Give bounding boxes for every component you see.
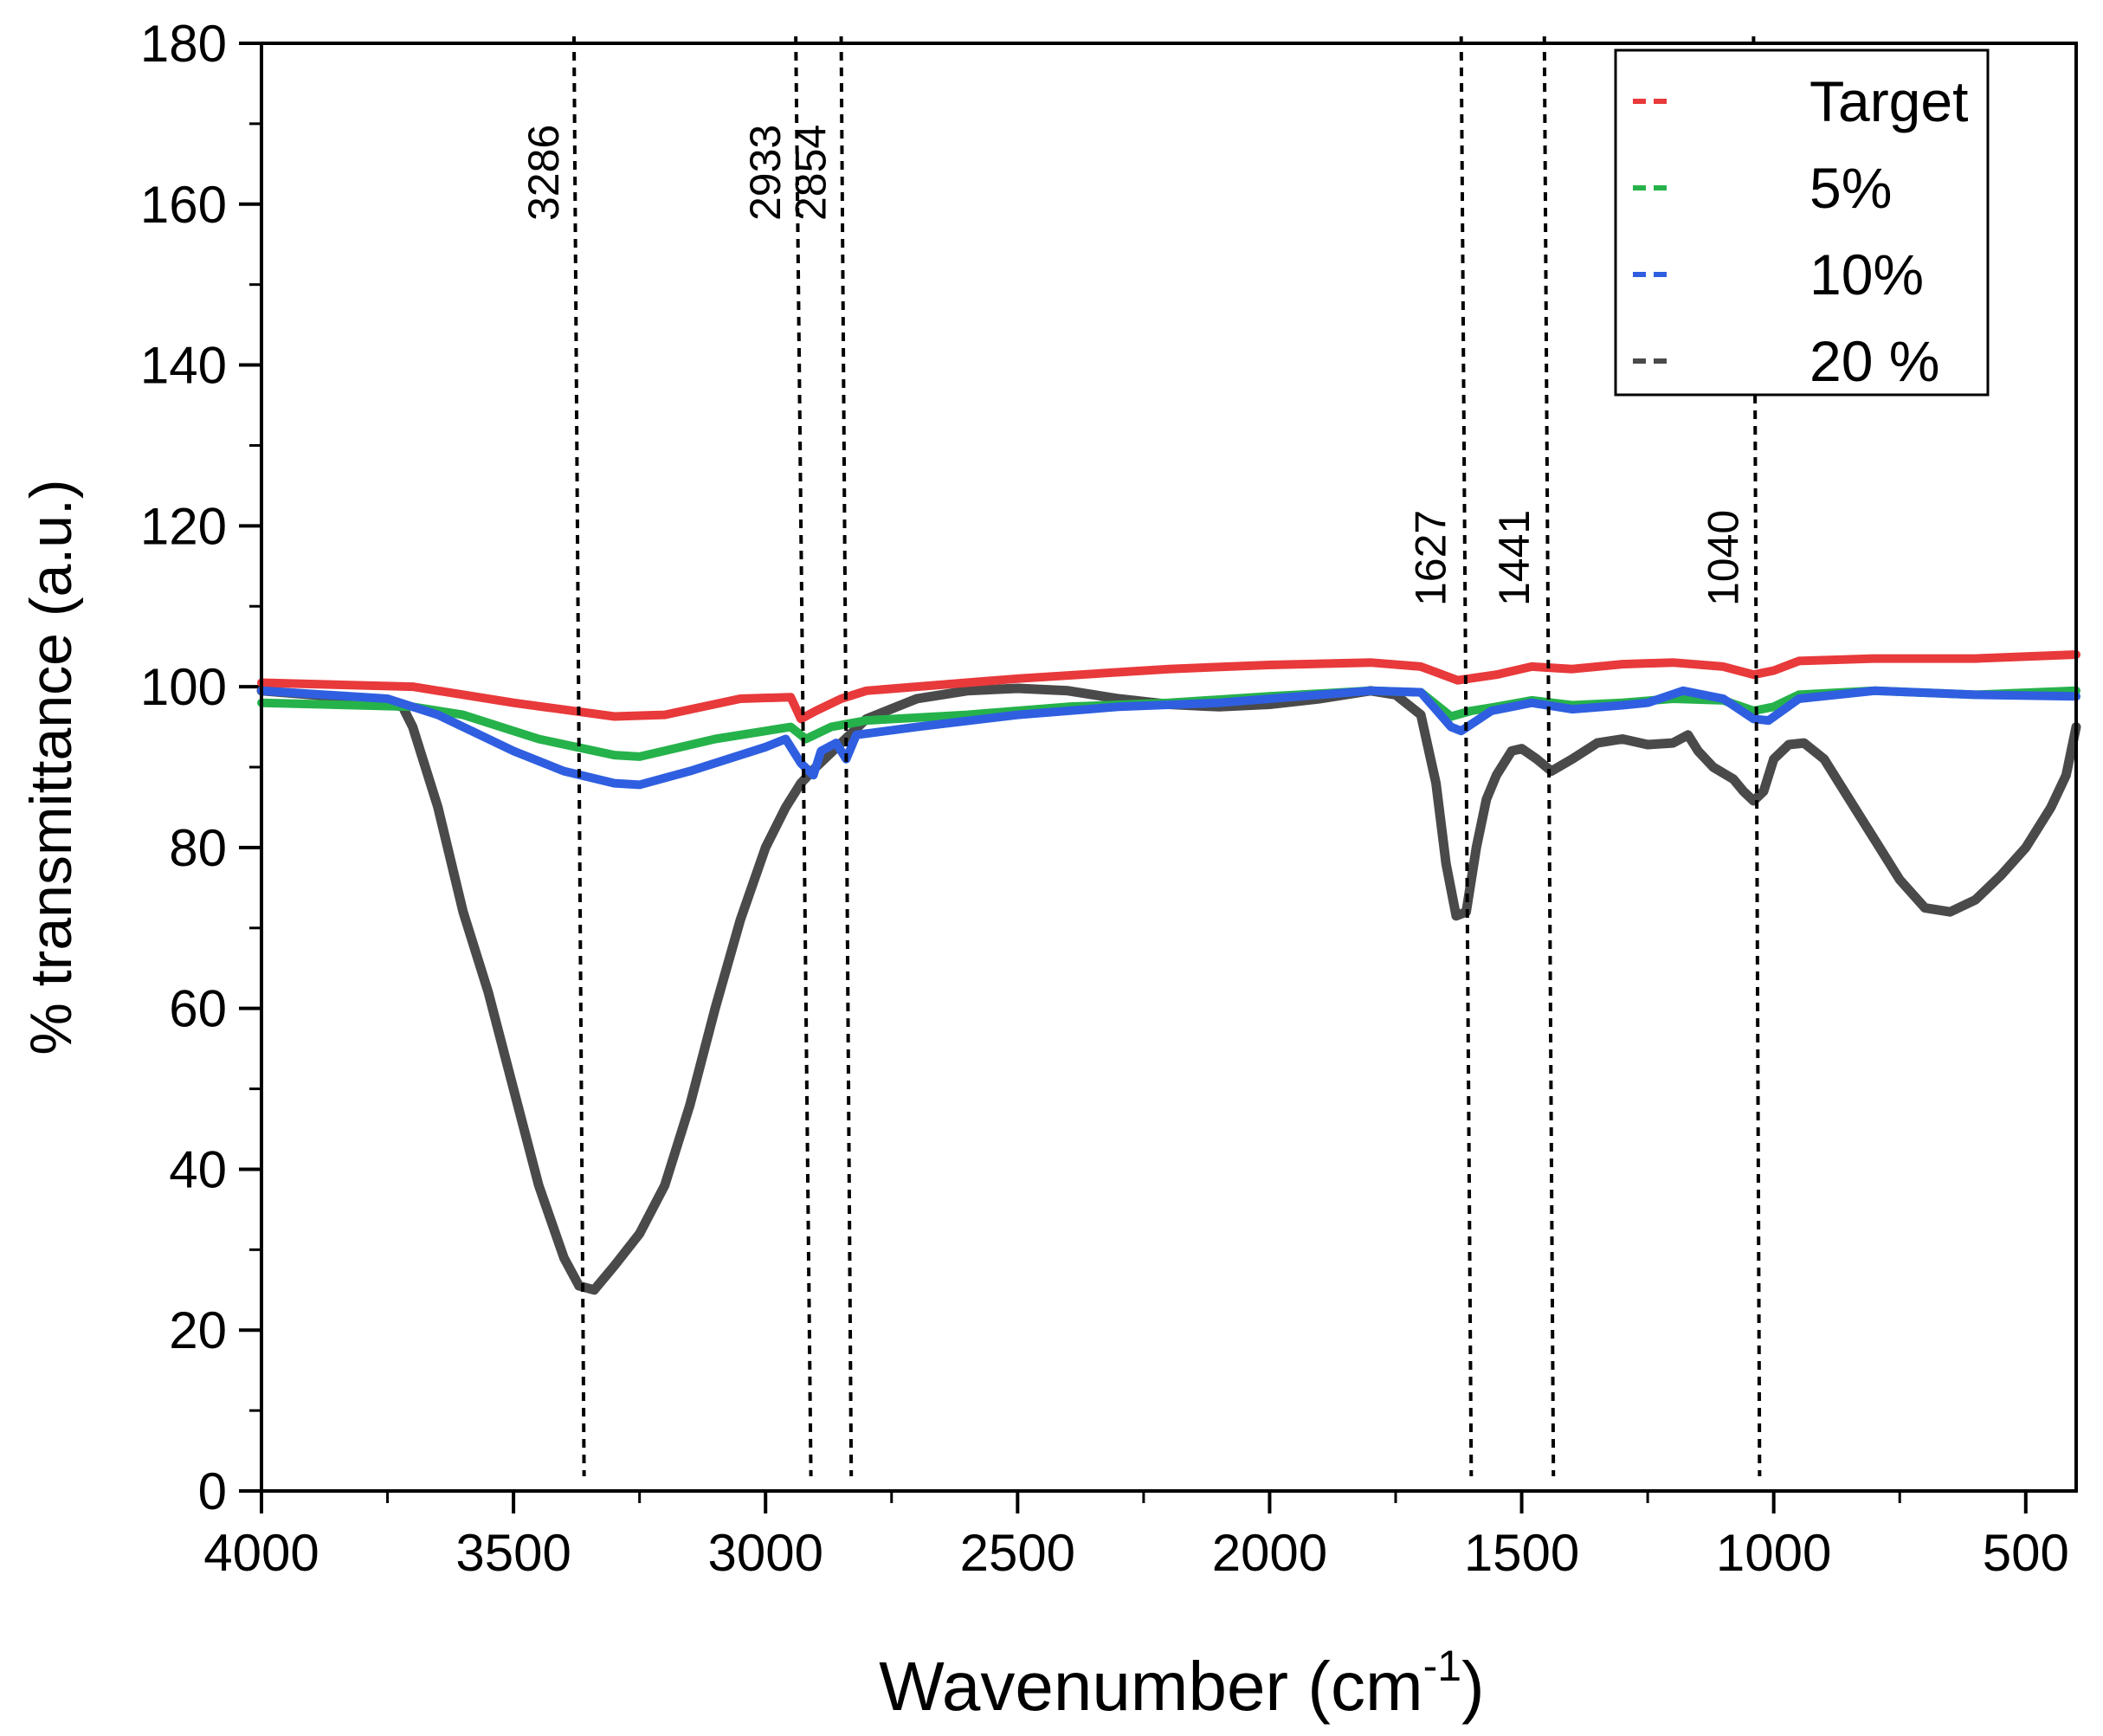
- y-tick-label-80: 80: [169, 819, 227, 877]
- y-tick-label-160: 160: [140, 176, 227, 234]
- x-tick-label-2500: 2500: [960, 1524, 1075, 1582]
- y-tick-label-0: 0: [198, 1462, 227, 1520]
- y-tick-label-180: 180: [140, 15, 227, 73]
- annotation-label-2933: 2933: [741, 125, 790, 221]
- x-axis-label: Wavenumber (cm-1): [879, 1642, 1484, 1725]
- legend-label-3: 20 %: [1809, 329, 1939, 393]
- x-tick-label-4000: 4000: [203, 1524, 319, 1582]
- legend-label-0: Target: [1809, 69, 1968, 133]
- legend: Target 5% 10% 20 %: [1616, 50, 1988, 395]
- y-tick-label-40: 40: [169, 1140, 227, 1198]
- x-tick-label-500: 500: [1983, 1524, 2069, 1582]
- annotation-label-3286: 3286: [519, 125, 568, 221]
- ftir-chart: 3286 29332854 1627 1441 1040 4000 3500 3000 250…: [0, 0, 2103, 1736]
- y-tick-label-140: 140: [140, 337, 227, 395]
- y-tick-label-60: 60: [169, 980, 227, 1038]
- annotation-label-1441: 1441: [1490, 510, 1539, 606]
- x-tick-label-3000: 3000: [707, 1524, 822, 1582]
- y-axis-label: % transmittance (a.u.): [18, 479, 84, 1055]
- x-tick-label-1000: 1000: [1716, 1524, 1831, 1582]
- annotation-label-1040: 1040: [1699, 510, 1747, 606]
- annotation-label-1627: 1627: [1407, 510, 1455, 606]
- legend-label-1: 5%: [1809, 156, 1892, 220]
- x-axis-label-main: Wavenumber (cm: [879, 1648, 1422, 1725]
- x-tick-label-2000: 2000: [1212, 1524, 1327, 1582]
- x-tick-label-1500: 1500: [1464, 1524, 1579, 1582]
- x-axis-label-close: ): [1461, 1648, 1485, 1725]
- y-tick-label-100: 100: [140, 658, 227, 716]
- y-tick-label-20: 20: [169, 1301, 227, 1359]
- x-tick-label-3500: 3500: [455, 1524, 571, 1582]
- legend-label-2: 10%: [1809, 242, 1924, 307]
- annotation-label-2854: 2854: [787, 125, 835, 221]
- x-axis-label-superscript: -1: [1423, 1642, 1461, 1690]
- y-tick-label-120: 120: [140, 497, 227, 555]
